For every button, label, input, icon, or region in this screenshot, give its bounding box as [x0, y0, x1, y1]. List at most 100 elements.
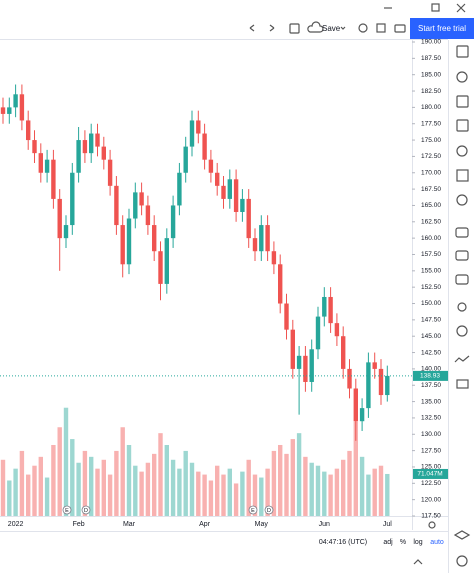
candle-body	[296, 355, 302, 369]
object-tree[interactable]	[456, 379, 469, 389]
event-label: D	[267, 508, 271, 514]
alerts[interactable]	[456, 71, 468, 83]
volume-bar	[290, 439, 295, 516]
broadcast[interactable]	[457, 302, 467, 312]
volume-bar	[240, 471, 245, 516]
candle-body	[221, 185, 226, 199]
save-button[interactable]: Save	[322, 24, 341, 33]
y-tick-label: 145.00	[421, 333, 441, 340]
y-tick-label: 190.00	[421, 39, 441, 46]
candle-body	[120, 225, 125, 265]
volume-bar	[259, 477, 264, 516]
adj-toggle[interactable]: adj	[383, 539, 393, 546]
candle-body	[359, 408, 365, 422]
candle-body	[366, 362, 371, 409]
candle-body	[0, 107, 6, 114]
data-window[interactable]	[456, 95, 469, 108]
restore[interactable]	[431, 3, 440, 12]
hints[interactable]	[456, 194, 468, 206]
cloud-icon[interactable]	[307, 21, 324, 33]
log-toggle[interactable]: log	[413, 539, 422, 546]
candle-body	[227, 179, 232, 199]
y-tick-label: 135.00	[421, 398, 441, 405]
volume-bar	[208, 480, 214, 516]
calendar[interactable]	[456, 119, 469, 132]
candle-body	[70, 172, 75, 226]
trading-panel[interactable]	[454, 355, 470, 363]
volume-bar	[145, 462, 151, 516]
candle-body	[38, 153, 43, 173]
volume-bar	[63, 407, 69, 516]
candle-body	[353, 388, 358, 422]
volume-bar	[107, 474, 113, 516]
candle-body	[265, 225, 270, 252]
candle-body	[26, 120, 31, 141]
candle-body	[44, 159, 50, 173]
auto-toggle[interactable]: auto	[430, 539, 444, 546]
y-tick-label: 127.50	[421, 447, 441, 454]
collapse[interactable]	[413, 559, 423, 565]
candle-body	[233, 179, 239, 212]
chats[interactable]	[455, 227, 469, 238]
volume-bar	[341, 459, 346, 516]
layers[interactable]	[453, 530, 471, 540]
percent-toggle[interactable]: %	[400, 539, 406, 546]
close[interactable]	[456, 3, 466, 13]
candle-body	[7, 107, 12, 114]
volume-bar	[51, 444, 56, 516]
save-menu[interactable]	[340, 26, 346, 30]
volume-bar	[315, 465, 321, 516]
x-tick-label: Jun	[319, 521, 330, 528]
event-label: E	[251, 508, 255, 514]
candle-body	[208, 159, 214, 173]
volume-bar	[252, 474, 258, 516]
y-tick-label: 132.50	[421, 415, 441, 422]
plot: 117.50 120.00 122.50 125.00 127.50 130.00 132.…	[0, 39, 448, 528]
help[interactable]	[456, 555, 468, 567]
y-tick-label: 180.00	[421, 104, 441, 111]
volume-bar	[189, 462, 195, 516]
candle-body	[145, 205, 151, 226]
candle-body	[13, 94, 18, 108]
watchlist[interactable]	[456, 45, 469, 58]
settings[interactable]	[358, 23, 368, 33]
fullscreen[interactable]	[376, 23, 386, 33]
y-tick-label: 122.50	[421, 480, 441, 487]
candle-body	[196, 120, 201, 134]
y-tick-label: 160.00	[421, 235, 441, 242]
layout[interactable]	[289, 23, 300, 34]
volume-bar	[139, 471, 144, 516]
candle-body	[51, 159, 56, 199]
volume-bar	[26, 474, 31, 516]
y-tick-label: 125.00	[421, 464, 441, 471]
streams[interactable]	[455, 250, 469, 261]
y-tick-label: 155.00	[421, 268, 441, 275]
event-label: E	[65, 508, 69, 514]
volume-bar	[57, 427, 62, 516]
y-tick-label: 187.50	[421, 55, 441, 62]
volume-bar	[19, 450, 25, 516]
volume-bar	[89, 456, 94, 516]
ideas-stream[interactable]	[455, 274, 469, 285]
volume-bar	[183, 450, 188, 516]
screener[interactable]	[456, 169, 469, 182]
candle-body	[101, 146, 106, 160]
y-tick-label: 172.50	[421, 153, 441, 160]
trial-button[interactable]	[410, 18, 474, 39]
axis-settings[interactable]	[428, 521, 436, 529]
notifications[interactable]	[456, 325, 468, 337]
volume-bar	[334, 468, 340, 516]
candle-body	[259, 225, 264, 252]
candle-body	[89, 133, 94, 154]
undo[interactable]	[249, 24, 255, 32]
volume-bar	[347, 450, 352, 516]
x-tick-label: May	[255, 521, 269, 528]
volume-bar	[353, 421, 358, 516]
screenshot[interactable]	[394, 24, 406, 33]
volume-tag	[413, 468, 448, 479]
ideas[interactable]	[456, 145, 468, 157]
redo[interactable]	[269, 24, 275, 32]
volume-bar	[101, 459, 106, 516]
